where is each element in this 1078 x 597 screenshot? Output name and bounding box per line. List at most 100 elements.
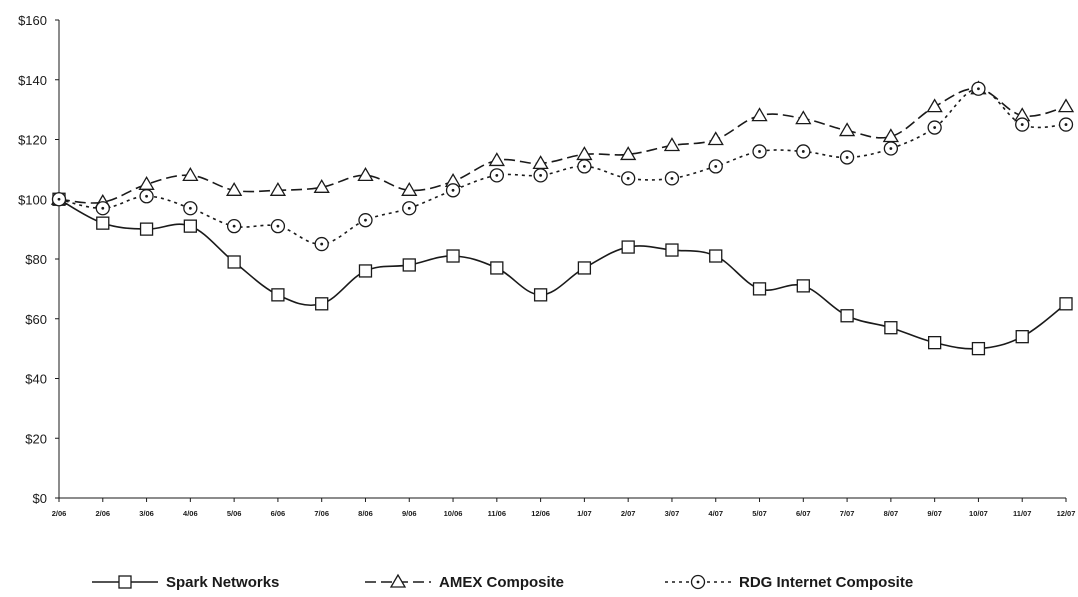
- circle-marker-dot: [714, 164, 718, 168]
- legend-marker-triangle: [389, 573, 407, 588]
- circle-marker-dot: [758, 150, 761, 153]
- data-point-triangle: [357, 167, 374, 182]
- y-axis-ticks: $0 $20 $40 $60 $80 $100 $120 $140 $160: [18, 13, 59, 506]
- data-point-square: [533, 288, 548, 302]
- y-tick-label: $60: [25, 312, 47, 327]
- y-tick-label: $80: [25, 252, 47, 267]
- data-point-circle: [971, 81, 986, 96]
- circle-marker-dot: [320, 242, 324, 246]
- circle-marker-dot: [1020, 123, 1024, 126]
- data-point-square: [1015, 330, 1029, 344]
- x-tick-label: 2/06: [52, 509, 67, 518]
- data-point-circle: [796, 144, 811, 159]
- data-point-circle: [927, 120, 942, 135]
- data-point-circle: [139, 189, 154, 204]
- circle-marker-dot: [845, 156, 849, 159]
- data-point-circle: [489, 168, 504, 183]
- data-point-circle: [1015, 117, 1030, 132]
- x-tick-label: 5/07: [752, 509, 767, 518]
- data-point-triangle: [313, 179, 330, 193]
- circle-marker-dot: [145, 194, 148, 198]
- x-tick-label: 5/06: [227, 509, 242, 518]
- x-tick-label: 7/06: [314, 509, 329, 518]
- data-point-square: [271, 288, 285, 302]
- data-point-circle: [664, 171, 680, 186]
- data-point-square: [402, 258, 416, 272]
- legend-item: RDG Internet Composite: [665, 574, 913, 591]
- circle-marker-dot: [801, 150, 805, 153]
- legend-label: Spark Networks: [166, 574, 279, 591]
- axes: [58, 20, 1066, 499]
- series-line: [58, 87, 1067, 204]
- data-point-square: [358, 264, 373, 278]
- data-point-square: [490, 261, 504, 275]
- circle-marker-dot: [539, 173, 543, 177]
- x-tick-label: 8/07: [884, 509, 899, 518]
- data-point-triangle: [182, 167, 199, 182]
- legend-item: AMEX Composite: [365, 573, 564, 591]
- data-point-circle: [445, 183, 461, 198]
- x-tick-label: 12/07: [1057, 509, 1076, 518]
- y-tick-label: $100: [18, 192, 47, 207]
- data-point-square: [139, 222, 154, 236]
- circle-marker-dot: [495, 173, 499, 177]
- data-point-square: [96, 216, 110, 230]
- circle-marker-dot: [188, 206, 192, 210]
- data-point-square: [446, 249, 460, 263]
- data-point-square: [884, 321, 898, 335]
- data-point-circle: [314, 236, 329, 252]
- x-tick-label: 2/07: [621, 509, 636, 518]
- data-point-circle: [95, 201, 110, 216]
- circle-marker-dot: [57, 197, 61, 201]
- x-tick-label: 9/06: [402, 509, 417, 518]
- data-point-triangle: [269, 181, 287, 196]
- data-point-square: [577, 261, 592, 275]
- legend-label: RDG Internet Composite: [739, 574, 913, 591]
- x-tick-label: 3/07: [665, 509, 680, 518]
- circle-marker-dot: [1064, 123, 1068, 126]
- x-tick-label: 6/06: [271, 509, 286, 518]
- circle-marker-dot: [696, 580, 700, 584]
- x-tick-label: 12/06: [531, 509, 550, 518]
- data-point-square: [971, 341, 986, 356]
- data-point-triangle: [1057, 98, 1075, 113]
- data-point-circle: [183, 201, 198, 216]
- y-tick-label: $140: [18, 73, 47, 88]
- data-point-square: [665, 243, 679, 257]
- y-tick-label: $160: [18, 13, 47, 28]
- data-point-circle: [577, 159, 592, 174]
- circle-marker-dot: [407, 206, 411, 210]
- data-point-circle: [1058, 117, 1074, 132]
- x-axis-ticks: 2/06 2/06 3/06 4/06 5/06 6/06 7/06 8/06 9/06 10/0…: [52, 498, 1076, 518]
- data-point-triangle: [707, 131, 724, 146]
- data-point-square: [840, 309, 854, 323]
- data-point-triangle: [225, 181, 243, 196]
- series-triangle: [50, 80, 1075, 208]
- x-tick-label: 10/07: [969, 509, 988, 518]
- data-point-square: [796, 279, 810, 293]
- x-tick-label: 8/06: [358, 509, 373, 518]
- data-point-circle: [226, 218, 242, 234]
- data-point-square: [227, 255, 241, 269]
- y-tick-label: $20: [25, 431, 47, 446]
- x-tick-label: 7/07: [840, 509, 855, 518]
- y-tick-label: $40: [25, 372, 47, 387]
- circle-marker-dot: [977, 87, 980, 91]
- x-tick-label: 4/06: [183, 509, 198, 518]
- data-point-circle: [533, 168, 548, 183]
- data-point-circle: [708, 159, 723, 174]
- legend-marker-circle: [690, 574, 706, 590]
- legend: Spark Networks AMEX Composite RDG Internet…: [92, 573, 913, 591]
- data-point-triangle: [488, 152, 505, 167]
- data-point-square: [183, 219, 197, 233]
- x-tick-label: 9/07: [927, 509, 942, 518]
- data-point-square: [752, 282, 767, 296]
- circle-marker-dot: [889, 147, 893, 150]
- x-tick-label: 10/06: [444, 509, 463, 518]
- legend-marker-square: [118, 575, 132, 589]
- circle-marker-dot: [364, 218, 367, 222]
- circle-marker-dot: [232, 224, 236, 228]
- x-tick-label: 11/06: [488, 509, 506, 518]
- data-point-square: [1059, 297, 1073, 311]
